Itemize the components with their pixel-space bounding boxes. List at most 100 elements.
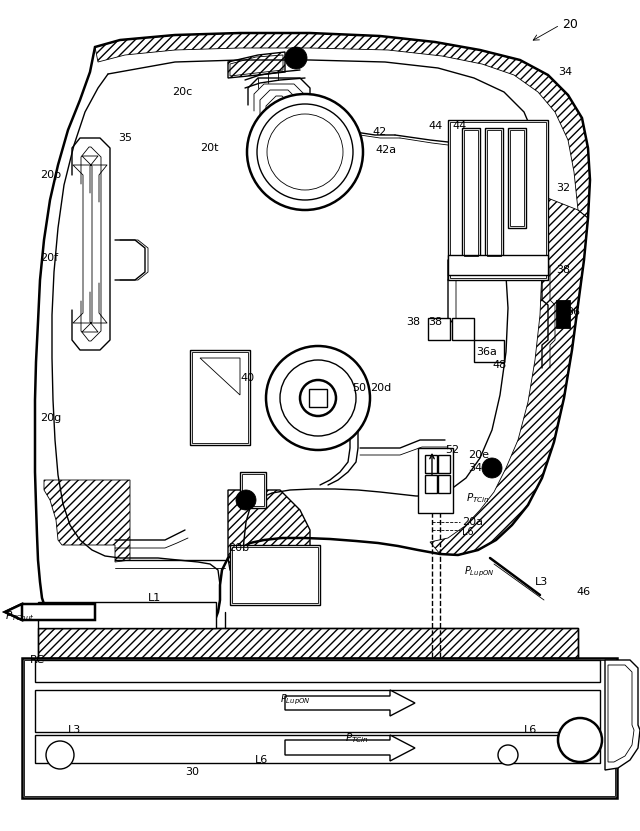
Polygon shape	[285, 735, 415, 761]
Bar	[24, 660, 615, 796]
Polygon shape	[605, 660, 640, 770]
Text: RC: RC	[30, 655, 45, 665]
Text: 52: 52	[445, 445, 459, 455]
Bar	[38, 628, 578, 658]
Bar	[35, 735, 600, 763]
Bar	[510, 130, 524, 226]
Text: 40: 40	[240, 373, 254, 383]
Bar	[474, 340, 504, 362]
Circle shape	[267, 114, 343, 190]
Circle shape	[280, 360, 356, 436]
Text: L3: L3	[535, 577, 548, 587]
Bar	[487, 130, 501, 256]
Bar	[485, 128, 503, 258]
Bar	[448, 255, 548, 275]
Text: 20t: 20t	[200, 143, 218, 153]
Bar	[438, 455, 450, 473]
Text: $P_{LupON}$: $P_{LupON}$	[464, 565, 495, 579]
Text: 42a: 42a	[375, 145, 396, 155]
Text: 20b: 20b	[228, 543, 249, 553]
Bar	[450, 122, 546, 278]
Text: L6: L6	[524, 725, 537, 735]
Text: 44: 44	[452, 121, 467, 131]
Bar	[452, 318, 474, 340]
Bar	[438, 475, 450, 493]
Text: 20e: 20e	[468, 450, 489, 460]
Polygon shape	[285, 690, 415, 716]
Text: L6: L6	[462, 527, 474, 537]
Bar	[22, 658, 617, 798]
Bar	[242, 474, 264, 506]
Text: 20p: 20p	[40, 170, 61, 180]
Text: $P_{TCin}$: $P_{TCin}$	[345, 731, 369, 745]
Polygon shape	[5, 604, 95, 620]
Text: L1: L1	[148, 593, 161, 603]
Text: 35: 35	[118, 133, 132, 143]
Bar	[309, 389, 327, 407]
Circle shape	[46, 741, 74, 769]
Polygon shape	[608, 665, 634, 762]
Bar	[38, 602, 216, 628]
Text: 34: 34	[558, 67, 572, 77]
Bar	[464, 130, 478, 256]
Bar	[450, 122, 546, 278]
Text: 44: 44	[428, 121, 442, 131]
Bar	[425, 475, 437, 493]
Polygon shape	[35, 33, 590, 628]
Circle shape	[257, 104, 353, 200]
Text: 50: 50	[352, 383, 366, 393]
Text: 48: 48	[492, 360, 506, 370]
Circle shape	[236, 490, 256, 510]
Bar	[38, 628, 578, 658]
Bar	[420, 450, 451, 511]
Text: 38: 38	[406, 317, 420, 327]
Bar	[510, 130, 524, 226]
Bar	[232, 547, 318, 603]
Circle shape	[300, 380, 336, 416]
Text: $P_{LupON}$: $P_{LupON}$	[280, 693, 310, 707]
Text: 30: 30	[185, 767, 199, 777]
Text: 36a: 36a	[476, 347, 497, 357]
Circle shape	[558, 718, 602, 762]
Text: 38: 38	[556, 265, 570, 275]
Circle shape	[285, 47, 307, 69]
Text: 20a: 20a	[462, 517, 483, 527]
Text: L3: L3	[68, 725, 81, 735]
Text: 42: 42	[372, 127, 387, 137]
Text: 20c: 20c	[172, 87, 192, 97]
Circle shape	[266, 346, 370, 450]
Bar	[230, 545, 320, 605]
Polygon shape	[5, 604, 22, 620]
Bar	[192, 352, 248, 443]
Bar	[428, 318, 450, 340]
Text: 34a: 34a	[468, 463, 489, 473]
Bar	[35, 660, 600, 682]
Text: $P_{TCout}$: $P_{TCout}$	[5, 609, 35, 623]
Circle shape	[482, 458, 502, 478]
Circle shape	[247, 94, 363, 210]
Circle shape	[498, 745, 518, 765]
Text: 46: 46	[576, 587, 590, 597]
Bar	[464, 130, 478, 256]
Text: L6: L6	[255, 755, 268, 765]
Text: $P_{TCin}$: $P_{TCin}$	[466, 491, 490, 505]
Bar	[425, 455, 437, 473]
Bar	[190, 350, 250, 445]
Text: 20d: 20d	[370, 383, 391, 393]
Bar	[556, 300, 570, 328]
Text: 32: 32	[556, 183, 570, 193]
Bar	[462, 128, 480, 258]
Bar	[40, 604, 214, 626]
Text: 20: 20	[562, 18, 578, 32]
Bar	[448, 120, 548, 280]
Bar	[232, 547, 318, 603]
Text: 36: 36	[566, 307, 580, 317]
Bar	[418, 448, 453, 513]
Bar	[487, 130, 501, 256]
Bar	[192, 352, 248, 443]
Text: 20g: 20g	[40, 413, 61, 423]
Bar	[240, 472, 266, 508]
Bar	[35, 690, 600, 732]
Text: 38: 38	[428, 317, 442, 327]
Bar	[24, 660, 615, 796]
